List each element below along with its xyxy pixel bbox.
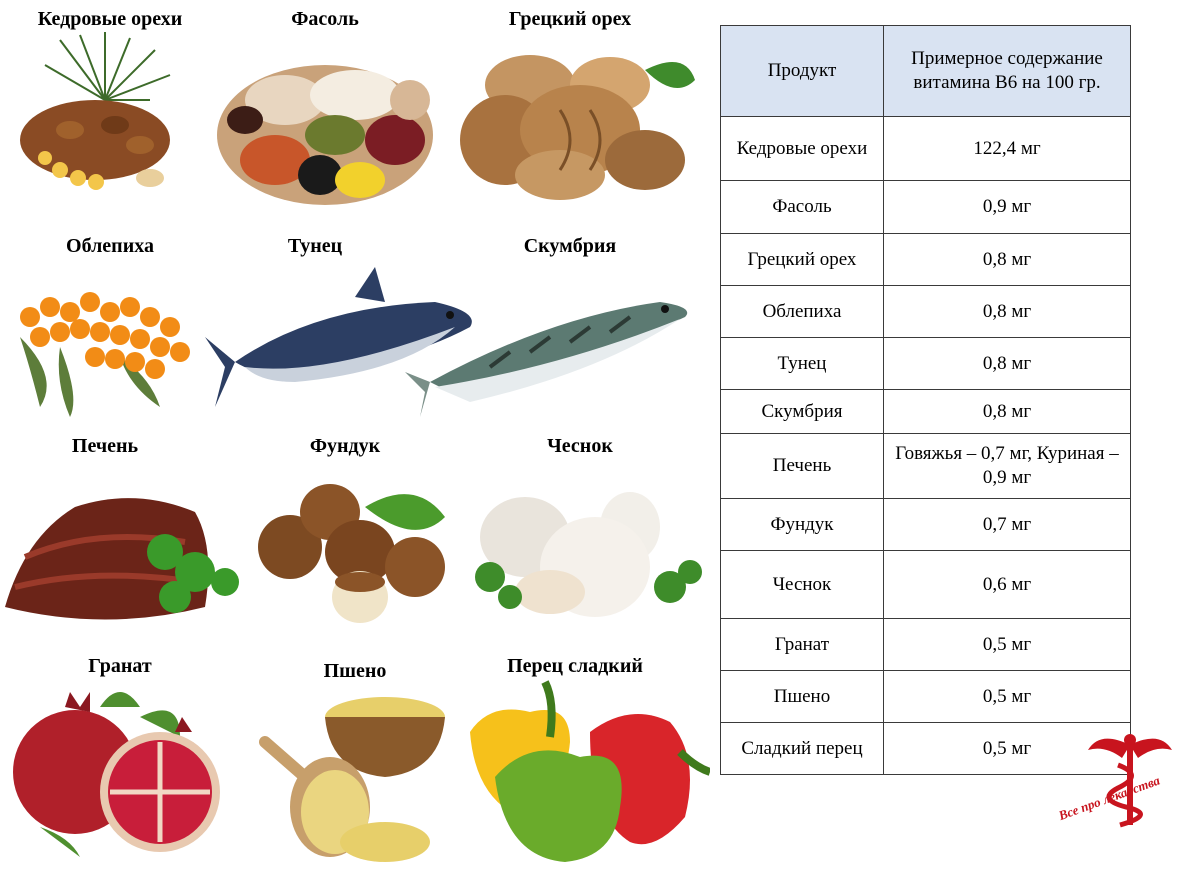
amount-cell: 0,5 мг (883, 618, 1131, 671)
product-cell: Гранат (720, 618, 884, 671)
beans-image (217, 65, 433, 205)
amount-cell: 0,8 мг (883, 233, 1131, 286)
caduceus-logo (1088, 734, 1172, 828)
product-cell: Кедровые орехи (720, 116, 884, 181)
amount-cell: 0,7 мг (883, 498, 1131, 551)
product-cell: Печень (720, 433, 884, 499)
vitamin-b6-table: Продукт Примерное содержание витамина В6… (720, 25, 1131, 775)
food-label: Гранат (88, 655, 152, 677)
tuna-image (205, 267, 472, 407)
food-label: Тунец (287, 235, 343, 257)
food-tile-liver: Печень (5, 435, 239, 645)
table-row: Сладкий перец 0,5 мг (720, 722, 1131, 775)
food-label: Печень (71, 435, 139, 457)
product-cell: Фундук (720, 498, 884, 551)
walnut-image (460, 55, 695, 200)
food-label: Облепиха (66, 235, 154, 257)
food-tile-pine-nuts: Кедровые орехи (0, 8, 220, 218)
amount-cell: Говяжья – 0,7 мг, Куриная – 0,9 мг (883, 433, 1131, 499)
food-tile-bell-pepper: Перец сладкий (470, 655, 710, 865)
product-cell: Тунец (720, 337, 884, 390)
sea-buckthorn-image (20, 292, 190, 417)
table-row: Чеснок 0,6 мг (720, 550, 1131, 619)
food-label: Скумбрия (523, 235, 617, 257)
food-tile-hazelnut: Фундук (235, 435, 455, 645)
table-row: Пшено 0,5 мг (720, 670, 1131, 723)
food-tile-walnut: Грецкий орех (460, 8, 695, 218)
amount-cell: 0,6 мг (883, 550, 1131, 619)
food-tile-pomegranate: Гранат (10, 655, 230, 865)
table-row: Фасоль 0,9 мг (720, 180, 1131, 234)
food-label: Перец сладкий (507, 655, 643, 677)
food-label: Фасоль (291, 8, 359, 30)
amount-cell: 0,8 мг (883, 337, 1131, 390)
food-tile-sea-buckthorn: Облепиха (0, 235, 220, 445)
header-product: Продукт (720, 25, 884, 117)
product-cell: Грецкий орех (720, 233, 884, 286)
food-label: Пшено (323, 660, 387, 682)
product-cell: Скумбрия (720, 389, 884, 434)
product-cell: Чеснок (720, 550, 884, 619)
hazelnut-image (258, 484, 445, 623)
food-tile-millet: Пшено (245, 660, 465, 870)
table-row: Фундук 0,7 мг (720, 498, 1131, 551)
product-cell: Сладкий перец (720, 722, 884, 775)
pine-nuts-image (20, 32, 171, 190)
liver-image (5, 498, 239, 620)
amount-cell: 0,9 мг (883, 180, 1131, 234)
amount-cell: 122,4 мг (883, 116, 1131, 181)
food-label: Грецкий орех (508, 8, 632, 30)
header-amount: Примерное содержание витамина В6 на 100 … (883, 25, 1131, 117)
product-cell: Облепиха (720, 285, 884, 338)
amount-cell: 0,5 мг (883, 670, 1131, 723)
food-tile-garlic: Чеснок (470, 435, 702, 645)
table-row: Гранат 0,5 мг (720, 618, 1131, 671)
food-label: Фундук (309, 435, 381, 457)
food-tile-mackerel: Скумбрия (400, 235, 688, 445)
amount-cell: 0,8 мг (883, 285, 1131, 338)
table-row: Печень Говяжья – 0,7 мг, Куриная – 0,9 м… (720, 433, 1131, 499)
product-cell: Фасоль (720, 180, 884, 234)
table-row: Скумбрия 0,8 мг (720, 389, 1131, 434)
millet-image (259, 697, 445, 862)
mackerel-image (405, 302, 688, 417)
table-row: Облепиха 0,8 мг (720, 285, 1131, 338)
food-tile-tuna: Тунец (205, 235, 472, 445)
amount-cell: 0,8 мг (883, 389, 1131, 434)
pomegranate-image (13, 692, 220, 857)
bell-pepper-image (470, 680, 710, 862)
food-label: Чеснок (547, 435, 613, 457)
food-tile-beans: Фасоль (215, 8, 435, 218)
table-row: Грецкий орех 0,8 мг (720, 233, 1131, 286)
garlic-image (475, 492, 702, 617)
table-row: Кедровые орехи 122,4 мг (720, 116, 1131, 181)
table-row: Тунец 0,8 мг (720, 337, 1131, 390)
food-label: Кедровые орехи (37, 8, 183, 30)
product-cell: Пшено (720, 670, 884, 723)
